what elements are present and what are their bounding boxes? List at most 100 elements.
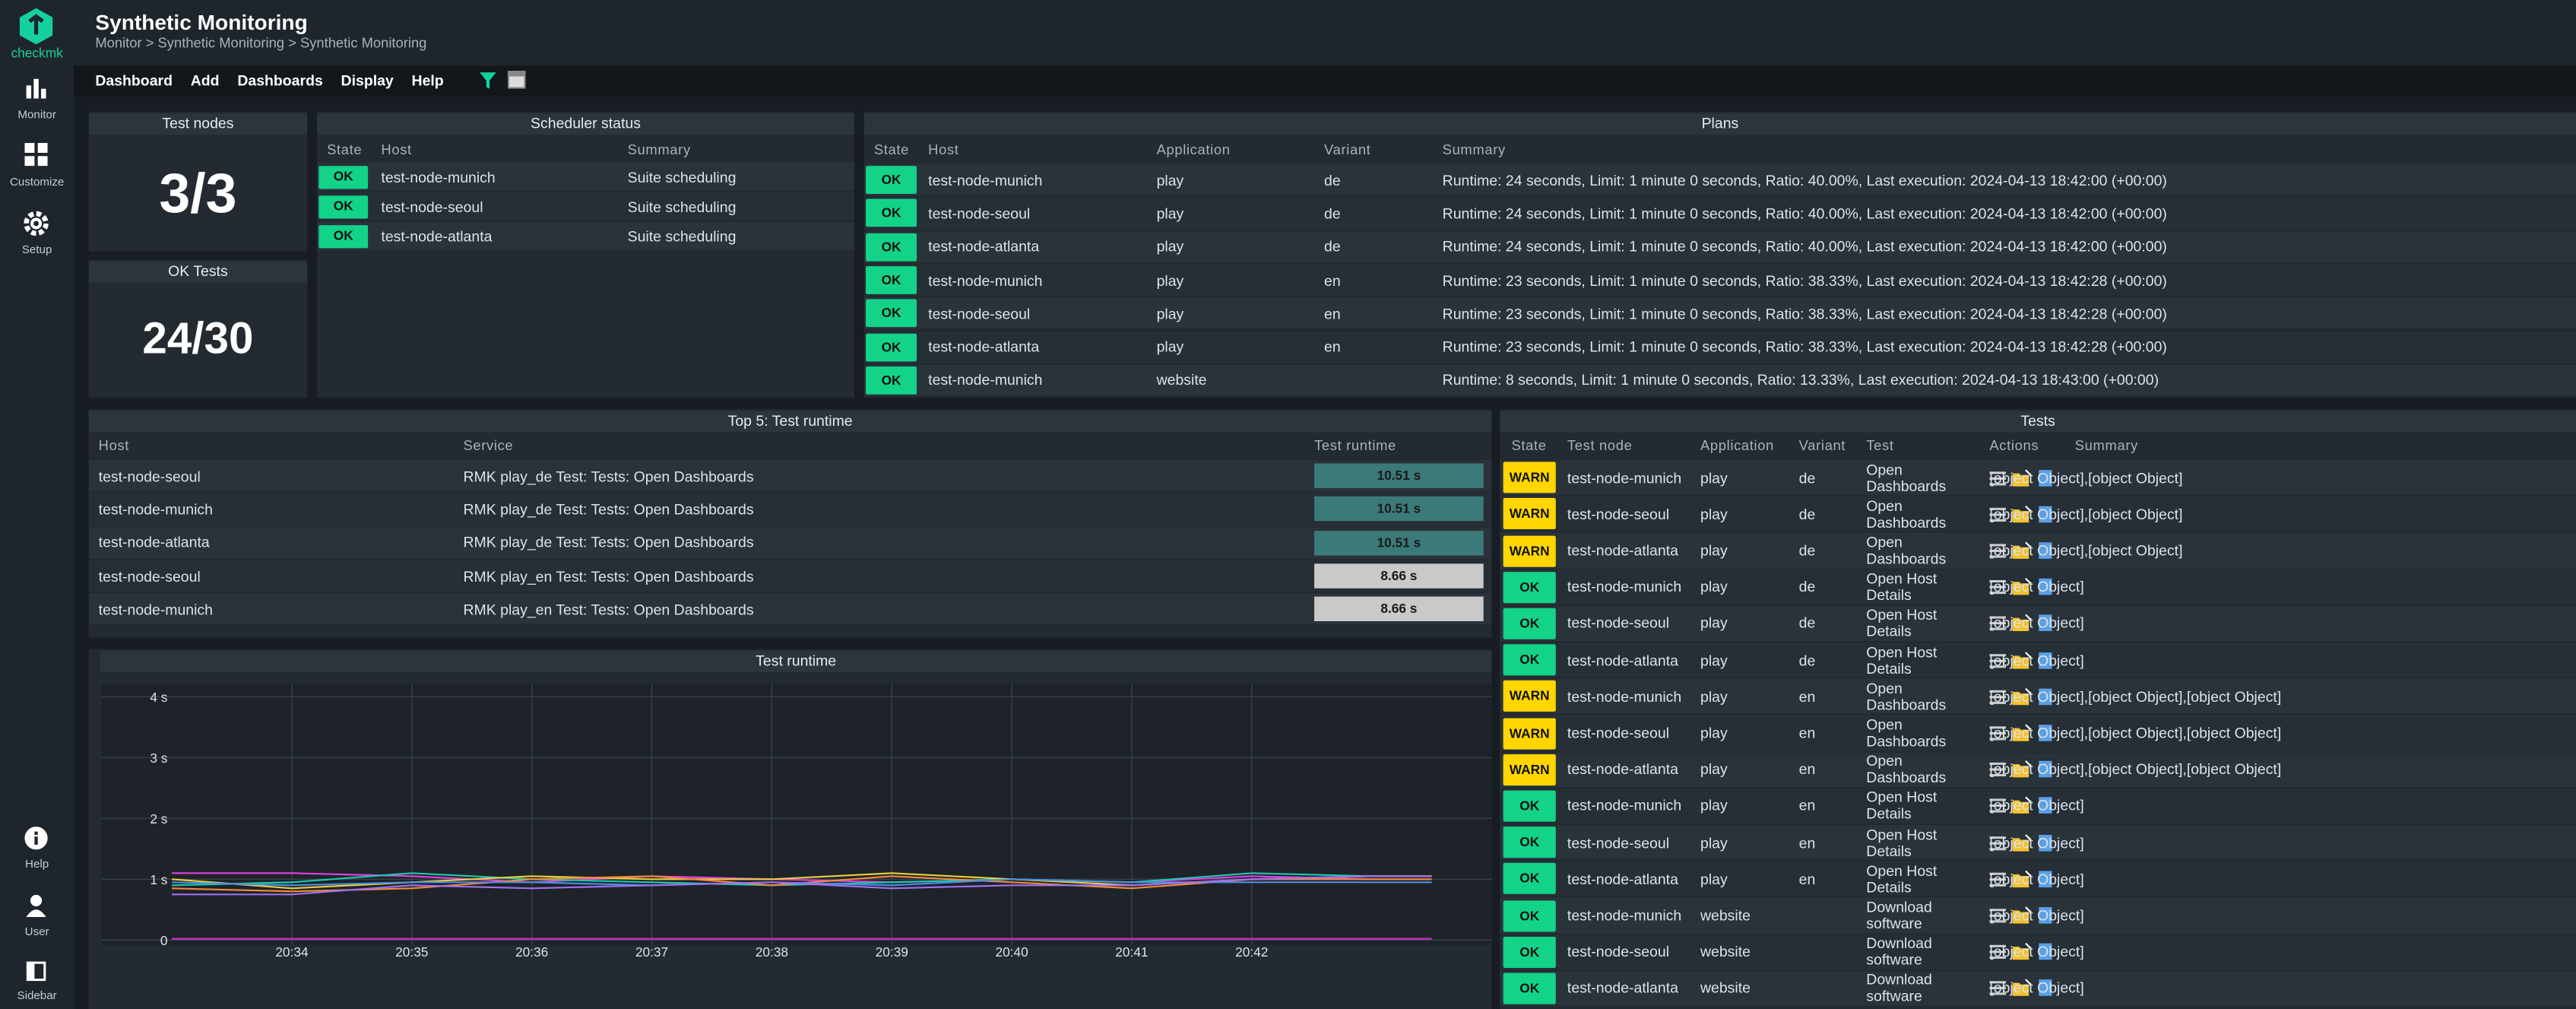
- dashlet: [88, 111, 308, 252]
- table-cell: play: [1700, 798, 1728, 814]
- table-cell: website: [1700, 907, 1751, 924]
- table-cell: website: [1700, 944, 1751, 960]
- table-cell: Open Dashboards: [1866, 461, 1947, 494]
- table-row: [863, 230, 2576, 263]
- column-header: Test: [1866, 436, 1894, 454]
- table-cell: [object Object]: [1989, 944, 2084, 960]
- help-icon: [24, 827, 48, 850]
- state-badge: OK: [1503, 790, 1556, 822]
- table-cell: test-node-atlanta: [1567, 542, 1678, 559]
- series-line: [172, 878, 1432, 887]
- table-row: [1500, 824, 2576, 860]
- menu-bar: [74, 65, 2576, 96]
- filter-icon[interactable]: [480, 72, 496, 89]
- state-badge: WARN: [1503, 754, 1556, 785]
- x-tick-label: 20:37: [635, 944, 668, 960]
- x-tick-label: 20:36: [515, 944, 548, 960]
- state-badge: WARN: [1503, 535, 1556, 566]
- state-badge: OK: [1503, 608, 1556, 639]
- table-cell: test-node-seoul: [381, 198, 483, 215]
- nav-item[interactable]: Monitor: [17, 109, 56, 122]
- state-badge: OK: [1503, 900, 1556, 931]
- action-icons[interactable]: [1989, 796, 2058, 816]
- column-header: Summary: [2074, 436, 2138, 454]
- table-cell: test-node-atlanta: [1567, 871, 1678, 887]
- menu-item[interactable]: Help: [411, 72, 444, 89]
- table-cell: RMK play_en Test: Tests: Open Dashboards: [463, 567, 754, 585]
- table-cell: [object Object]: [1989, 798, 2084, 814]
- column-header: Application: [1156, 141, 1231, 158]
- action-icons[interactable]: [1989, 723, 2058, 743]
- table-row: [1500, 570, 2576, 604]
- table-cell: de: [1798, 469, 1816, 486]
- x-tick-label: 20:40: [995, 944, 1028, 960]
- table-cell: en: [1798, 725, 1816, 741]
- table-cell: [object Object],[object Object],[object …: [1989, 725, 2282, 741]
- table-row: [1500, 497, 2576, 531]
- table-cell: play: [1156, 205, 1184, 222]
- x-tick-label: 20:34: [275, 944, 309, 960]
- y-tick-label: 3 s: [150, 750, 167, 766]
- table-row: [863, 364, 2576, 397]
- table-cell: play: [1700, 469, 1728, 486]
- action-icons[interactable]: [1989, 979, 2058, 998]
- action-icons[interactable]: [1989, 833, 2058, 852]
- table-cell: play: [1156, 238, 1184, 255]
- table-cell: Open Host Details: [1866, 607, 1938, 640]
- action-icons[interactable]: [1989, 687, 2058, 706]
- table-cell: test-node-atlanta: [928, 238, 1040, 255]
- table-cell: Open Host Details: [1866, 862, 1938, 896]
- y-tick-label: 4 s: [150, 690, 167, 705]
- menu-item[interactable]: Dashboards: [237, 72, 323, 89]
- table-cell: test-node-munich: [98, 501, 213, 518]
- action-icons[interactable]: [1989, 614, 2058, 633]
- action-icons[interactable]: [1989, 504, 2058, 524]
- action-icons[interactable]: [1989, 869, 2058, 889]
- table-cell: Open Host Details: [1866, 570, 1938, 604]
- table-cell: test-node-atlanta: [98, 534, 210, 551]
- table-cell: test-node-munich: [1567, 688, 1682, 705]
- state-badge: OK: [1503, 644, 1556, 676]
- action-icons[interactable]: [1989, 906, 2058, 925]
- action-icons[interactable]: [1989, 942, 2058, 962]
- column-header: Variant: [1324, 141, 1371, 158]
- table-cell: [object Object]: [1989, 652, 2084, 668]
- table-cell: test-node-seoul: [928, 205, 1031, 222]
- table-row: [317, 192, 854, 221]
- table-cell: de: [1798, 579, 1816, 595]
- chart: 0 1 s 2 s 3 s 4 s 20:34 20:35 20:36 20:37 20:38 20…: [102, 684, 1492, 960]
- table-cell: de: [1798, 652, 1816, 668]
- menu-item[interactable]: Dashboard: [95, 72, 173, 89]
- table-row: [1500, 970, 2576, 1006]
- table-row: [863, 264, 2576, 297]
- table-cell: play: [1700, 579, 1728, 595]
- table-cell: [object Object]: [1989, 907, 2084, 924]
- table-cell: play: [1700, 834, 1728, 851]
- nav-item[interactable]: User: [24, 927, 49, 939]
- menu-item[interactable]: Display: [341, 72, 394, 89]
- y-tick-label: 0: [160, 933, 168, 948]
- table-cell: Suite scheduling: [627, 168, 737, 186]
- table-cell: en: [1798, 871, 1816, 887]
- nav-item[interactable]: Customize: [9, 177, 65, 189]
- action-icons[interactable]: [1989, 760, 2058, 779]
- nav-item[interactable]: Setup: [21, 245, 52, 257]
- nav-item[interactable]: Help: [25, 859, 49, 871]
- action-icons[interactable]: [1989, 468, 2058, 487]
- table-cell: en: [1798, 688, 1816, 705]
- menu-item[interactable]: Add: [190, 72, 220, 89]
- action-icons[interactable]: [1989, 541, 2058, 560]
- calendar-icon[interactable]: [507, 70, 526, 89]
- monitor-icon: [26, 78, 46, 99]
- nav-item[interactable]: Sidebar: [17, 991, 57, 1003]
- action-icons[interactable]: [1989, 650, 2058, 670]
- state-badge: OK: [1503, 973, 1556, 1004]
- table-cell: Runtime: 24 seconds, Limit: 1 minute 0 s…: [1442, 205, 2167, 222]
- table-cell: Runtime: 24 seconds, Limit: 1 minute 0 s…: [1442, 238, 2167, 255]
- table-cell: [object Object],[object Object]: [1989, 506, 2183, 522]
- table-cell: test-node-seoul: [1567, 615, 1670, 632]
- table-cell: test-node-munich: [381, 168, 496, 186]
- breadcrumb[interactable]: Monitor > Synthetic Monitoring > Synthet…: [95, 34, 427, 52]
- table-cell: website: [1700, 980, 1751, 997]
- action-icons[interactable]: [1989, 577, 2058, 597]
